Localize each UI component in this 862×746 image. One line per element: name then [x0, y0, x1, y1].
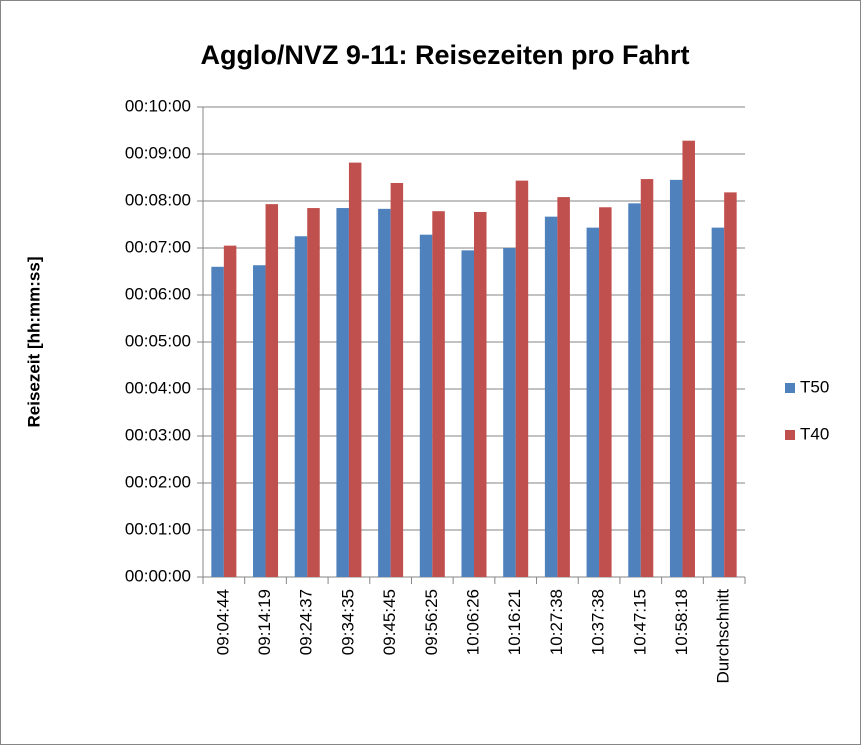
- bar: [724, 192, 737, 577]
- bar: [307, 208, 320, 578]
- x-tick-label: 09:45:45: [380, 589, 399, 655]
- bar: [515, 180, 529, 577]
- bar: [223, 245, 237, 577]
- x-tick-label: 09:56:25: [422, 589, 441, 655]
- x-tick-label: 10:16:21: [505, 589, 524, 655]
- legend-label: T50: [800, 377, 829, 396]
- bar: [474, 211, 487, 577]
- bar: [599, 207, 612, 577]
- x-tick-label: 09:34:35: [338, 589, 357, 655]
- x-tick-label: 10:47:15: [630, 589, 649, 655]
- legend-swatch: [785, 383, 795, 393]
- bar: [461, 250, 474, 577]
- y-axis-title: Reisezeit [hh:mm:ss]: [24, 257, 43, 428]
- bar: [682, 140, 695, 577]
- y-tick-label: 00:05:00: [125, 331, 191, 350]
- legend-swatch: [785, 430, 795, 440]
- legend-label: T40: [800, 424, 829, 443]
- bar: [378, 208, 391, 578]
- bar: [503, 248, 516, 577]
- y-tick-label: 00:00:00: [125, 566, 191, 585]
- y-tick-label: 00:02:00: [125, 472, 191, 491]
- bar: [348, 162, 362, 577]
- x-tick-label: 10:06:26: [463, 589, 482, 655]
- x-tick-label: 10:37:38: [589, 589, 608, 655]
- bar: [253, 265, 266, 577]
- bar: [294, 236, 308, 577]
- bar: [586, 227, 600, 577]
- y-tick-label: 00:10:00: [125, 96, 191, 115]
- bar: [265, 204, 279, 577]
- bar: [640, 179, 654, 578]
- x-tick-label: Durchschnitt: [714, 589, 733, 684]
- y-tick-label: 00:09:00: [125, 143, 191, 162]
- x-tick-label: 09:14:19: [255, 589, 274, 655]
- bar: [557, 197, 570, 578]
- chart-title: Agglo/NVZ 9-11: Reisezeiten pro Fahrt: [200, 40, 689, 70]
- bar: [390, 182, 404, 577]
- bar: [628, 203, 641, 577]
- bar: [419, 234, 433, 577]
- x-tick-label: 09:04:44: [213, 589, 232, 655]
- y-tick-label: 00:04:00: [125, 378, 191, 397]
- y-tick-label: 00:06:00: [125, 284, 191, 303]
- x-tick-label: 10:58:18: [672, 589, 691, 655]
- y-tick-label: 00:08:00: [125, 190, 191, 209]
- bar: [669, 179, 683, 577]
- y-tick-label: 00:01:00: [125, 519, 191, 538]
- x-tick-label: 10:27:38: [547, 589, 566, 655]
- bar: [544, 216, 558, 577]
- x-tick-label: 09:24:37: [297, 589, 316, 655]
- y-tick-label: 00:03:00: [125, 425, 191, 444]
- bar: [211, 266, 224, 577]
- bar: [432, 211, 445, 577]
- y-tick-label: 00:07:00: [125, 237, 191, 256]
- bar: [711, 227, 725, 577]
- bar: [336, 208, 349, 578]
